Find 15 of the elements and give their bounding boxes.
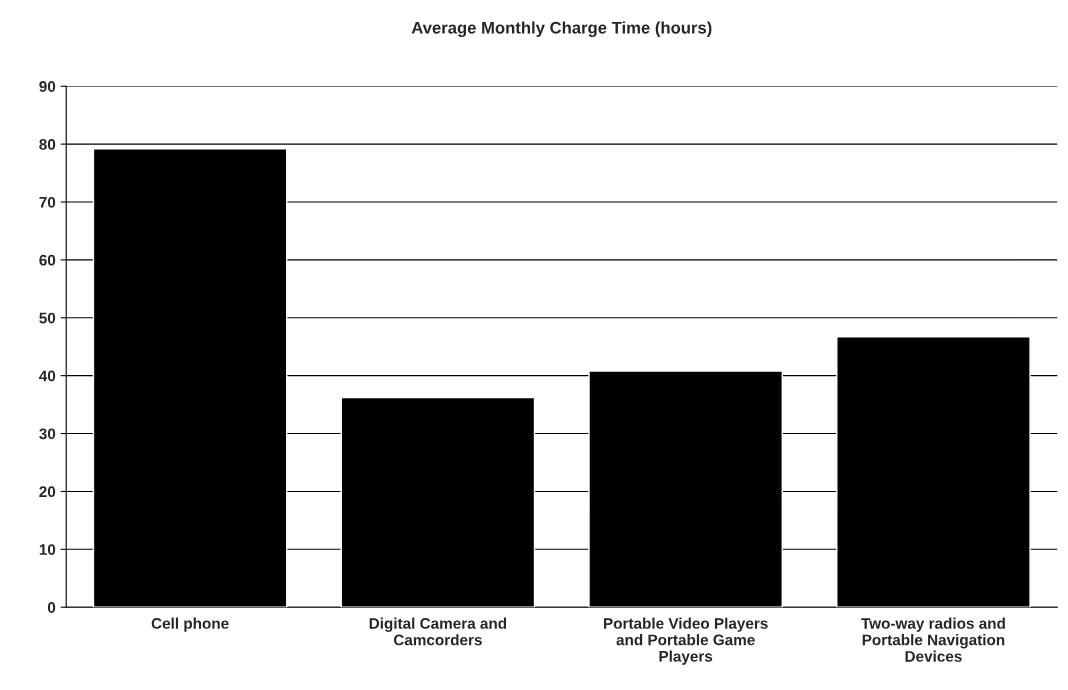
y-tick-label: 10	[39, 544, 56, 555]
y-tick-label: 90	[39, 81, 56, 92]
x-tick-label: Two-way radios and Portable Navigation Devices	[861, 617, 1005, 662]
y-tick-label: 30	[39, 428, 56, 440]
y-tick-label: 60	[39, 254, 56, 266]
x-tick-label: Digital Camera and Camcorders	[369, 617, 507, 646]
chart-title: Average Monthly Charge Time (hours)	[411, 21, 712, 37]
x-tick-label: Portable Video Players and Portable Game Players	[604, 617, 768, 665]
y-tick-label: 20	[39, 486, 56, 498]
y-tick-label: 80	[39, 139, 56, 150]
x-tick-label: Cell phone	[151, 617, 229, 632]
y-tick-label: 40	[39, 370, 56, 382]
y-tick-label: 70	[39, 196, 56, 208]
y-tick-label: 50	[39, 312, 56, 324]
y-tick-label: 0	[47, 602, 56, 613]
